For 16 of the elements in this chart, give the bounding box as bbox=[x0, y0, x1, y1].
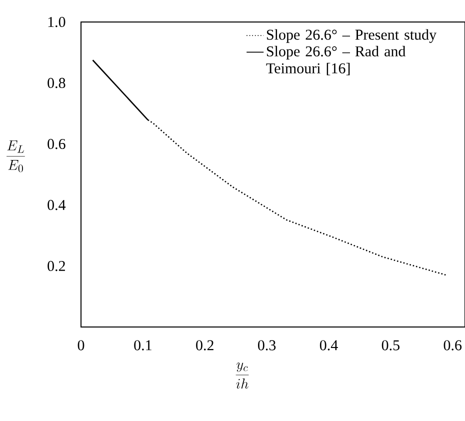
x-tick-label: 0 bbox=[78, 340, 84, 350]
legend-label: Slope 26.6° – Present study bbox=[266, 29, 436, 43]
legend-label: Slope 26.6° – Rad and Teimouri [16] bbox=[266, 46, 406, 76]
x-tick-label: 0.5 bbox=[382, 340, 400, 350]
x-tick-label: 0.2 bbox=[196, 340, 214, 350]
y-tick-label: 0.4 bbox=[48, 200, 66, 210]
x-tick-label: 0.4 bbox=[320, 340, 338, 350]
y-tick-label: 1.0 bbox=[48, 16, 66, 28]
y-axis-title: $\frac{E_L}{E_0}$ bbox=[6, 140, 25, 172]
y-tick-label: 0.8 bbox=[48, 78, 66, 88]
x-tick-label: 0.6 bbox=[444, 340, 462, 350]
y-tick-label: 0.6 bbox=[48, 138, 66, 150]
x-tick-label: 0.1 bbox=[134, 340, 152, 350]
x-tick-label: 0.3 bbox=[258, 340, 276, 350]
y-tick-label: 0.2 bbox=[48, 260, 65, 272]
x-axis-title: $\frac{y_c}{ih}$ bbox=[236, 362, 249, 389]
